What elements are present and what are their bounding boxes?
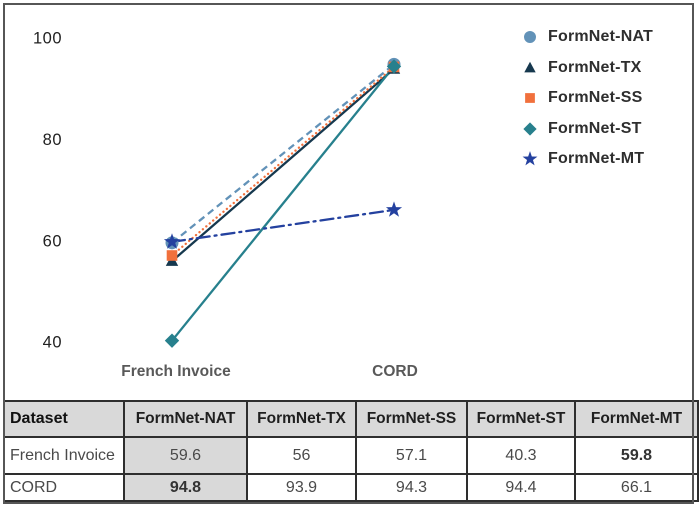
- square-marker: [525, 93, 535, 104]
- table-cell: 93.9: [246, 473, 357, 502]
- results-table: Dataset FormNet-NAT FormNet-TX FormNet-SS Fo…: [3, 400, 699, 502]
- y-tick-label: 80: [43, 131, 62, 149]
- legend-label: FormNet-ST: [548, 119, 642, 137]
- diamond-marker: [523, 122, 537, 136]
- diamond-icon: [523, 122, 537, 136]
- table-cell: 57.1: [355, 436, 468, 475]
- diamond-marker: [386, 59, 402, 74]
- line-chart: 100 80 60 40: [33, 30, 403, 352]
- table-cell: 94.3: [355, 473, 468, 502]
- row-header: French Invoice: [3, 436, 125, 475]
- circle-marker: [524, 31, 536, 44]
- column-header-FormNet-SS: FormNet-SS: [355, 400, 468, 438]
- table-cell: 59.8: [574, 436, 699, 475]
- square-marker: [166, 250, 178, 261]
- star-icon: [522, 151, 538, 166]
- results-table-wrap: Dataset FormNet-NAT FormNet-TX FormNet-SS Fo…: [3, 400, 699, 502]
- legend-item-FormNet-ST: FormNet-ST: [521, 114, 653, 145]
- x-category-label: CORD: [372, 363, 418, 380]
- table-cell: 66.1: [574, 473, 699, 502]
- legend-item-FormNet-MT: FormNet-MT: [521, 144, 653, 175]
- star-marker: [163, 233, 181, 249]
- series-line-FormNet-SS: [170, 65, 396, 257]
- series-line-FormNet-MT: [170, 208, 396, 243]
- table-cell: 94.8: [123, 473, 248, 502]
- column-header-FormNet-ST: FormNet-ST: [466, 400, 576, 438]
- y-tick-label: 60: [43, 232, 62, 250]
- diamond-marker: [164, 333, 180, 348]
- triangle-icon: [524, 61, 536, 73]
- legend-label: FormNet-NAT: [548, 28, 654, 46]
- table-body: French Invoice 59.6 56 57.1 40.3 59.8 CORD 94.8…: [3, 436, 699, 502]
- row-header: CORD: [3, 473, 125, 502]
- triangle-marker: [524, 61, 536, 73]
- table-cell: 40.3: [466, 436, 576, 475]
- y-tick-label: 40: [43, 334, 62, 352]
- chart-legend: FormNet-NAT FormNet-TX FormNet-SS FormNet-S…: [521, 22, 653, 175]
- column-header-FormNet-NAT: FormNet-NAT: [123, 400, 248, 438]
- y-tick-label: 100: [33, 30, 62, 48]
- legend-item-FormNet-SS: FormNet-SS: [521, 83, 653, 114]
- table-row: CORD 94.8 93.9 94.3 94.4 66.1: [3, 473, 699, 502]
- table-cell: 56: [246, 436, 357, 475]
- series-line-FormNet-TX: [171, 68, 395, 262]
- table-cell: 59.6: [123, 436, 248, 475]
- table-header: Dataset FormNet-NAT FormNet-TX FormNet-SS Fo…: [3, 400, 699, 438]
- x-category-label: French Invoice: [121, 363, 231, 380]
- column-header-Dataset: Dataset: [3, 400, 125, 438]
- legend-label: FormNet-SS: [548, 89, 643, 107]
- column-header-FormNet-MT: FormNet-MT: [574, 400, 699, 438]
- legend-label: FormNet-TX: [548, 58, 642, 76]
- series-line-FormNet-NAT: [171, 63, 395, 244]
- square-icon: [525, 93, 535, 104]
- table-row: French Invoice 59.6 56 57.1 40.3 59.8: [3, 436, 699, 475]
- circle-icon: [524, 31, 536, 44]
- series-line-FormNet-ST: [171, 65, 395, 342]
- star-marker: [522, 151, 538, 166]
- legend-item-FormNet-TX: FormNet-TX: [521, 53, 653, 84]
- legend-label: FormNet-MT: [548, 150, 645, 168]
- column-header-FormNet-TX: FormNet-TX: [246, 400, 357, 438]
- table-cell: 94.4: [466, 473, 576, 502]
- legend-item-FormNet-NAT: FormNet-NAT: [521, 22, 653, 53]
- star-marker: [385, 201, 403, 217]
